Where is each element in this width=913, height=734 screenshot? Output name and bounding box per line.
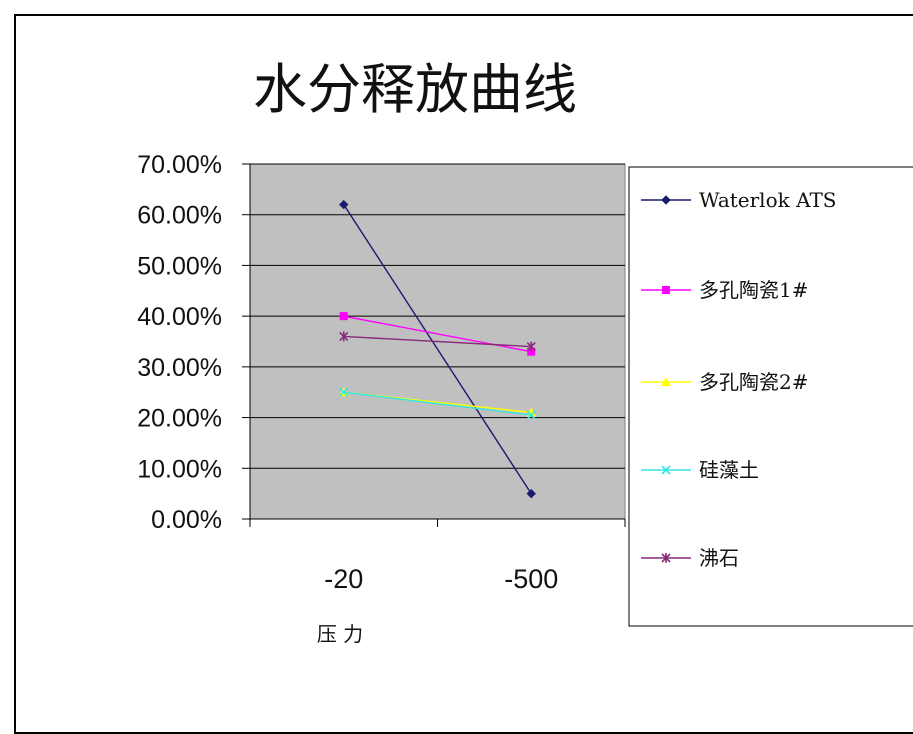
legend-label: Waterlok ATS — [699, 188, 836, 212]
y-tick-label: 30.00% — [137, 354, 222, 382]
y-tick-label: 40.00% — [137, 303, 222, 331]
series-group — [338, 199, 537, 499]
y-tick-label: 60.00% — [137, 202, 222, 230]
x-axis-ticks: -20 -500 — [249, 519, 626, 594]
legend-marker — [661, 195, 671, 205]
legend-label: 沸石 — [699, 546, 739, 570]
x-tick-label: -20 — [324, 564, 363, 594]
water-release-chart: 水分释放曲线 0.00% 10.00% 20.00% 30.00% 40.00% 50.0… — [137, 58, 913, 646]
data-point — [339, 199, 349, 210]
legend-label: 硅藻土 — [699, 458, 759, 482]
legend-marker — [661, 553, 671, 563]
legend-marker — [661, 465, 671, 475]
data-point — [339, 331, 349, 342]
series-line — [343, 335, 532, 348]
y-tick-label: 10.00% — [137, 455, 222, 483]
legend-item-3: 硅藻土 — [641, 458, 759, 482]
legend-item-1: 多孔陶瓷1# — [641, 278, 808, 302]
data-point — [526, 341, 536, 352]
chart-title: 水分释放曲线 — [253, 58, 577, 121]
legend-box — [628, 166, 913, 627]
legend-item-0: Waterlok ATS — [641, 188, 836, 212]
series-4 — [339, 331, 536, 352]
series-line — [343, 391, 532, 416]
data-point — [339, 312, 348, 321]
series-line — [343, 204, 532, 495]
legend-item-4: 沸石 — [641, 546, 739, 570]
data-point — [526, 488, 536, 499]
series-0 — [339, 199, 536, 499]
series-line — [343, 315, 532, 353]
y-tick-label: 0.00% — [151, 506, 222, 534]
y-tick-label: 70.00% — [137, 151, 222, 179]
y-axis-ticks: 0.00% 10.00% 20.00% 30.00% 40.00% 50.00% 60.00… — [137, 151, 250, 534]
y-tick-label: 50.00% — [137, 252, 222, 280]
legend-label: 多孔陶瓷2# — [699, 370, 808, 394]
data-point — [339, 387, 349, 397]
data-point — [526, 410, 536, 420]
data-point — [527, 347, 536, 356]
legend-item-2: 多孔陶瓷2# — [641, 370, 808, 394]
series-3 — [339, 387, 536, 420]
series-1 — [339, 312, 536, 356]
y-tick-label: 20.00% — [137, 405, 222, 433]
legend-marker — [662, 286, 670, 294]
legend-marker — [661, 377, 671, 386]
legend-label: 多孔陶瓷1# — [699, 278, 808, 302]
x-tick-label: -500 — [504, 564, 558, 594]
x-axis-label: 压 力 — [317, 622, 363, 646]
